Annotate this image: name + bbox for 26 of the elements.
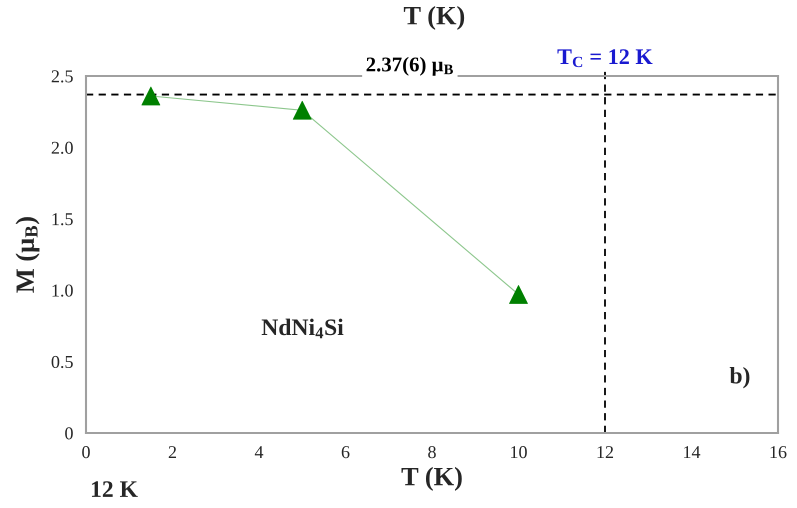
y-tick-label: 1.0 [52, 284, 73, 297]
x-tick-label: 10 [511, 446, 527, 458]
annotation: b) [730, 366, 750, 388]
point [509, 285, 528, 304]
x-axis-title: T (K) [401, 466, 462, 491]
x-tick-label: 16 [770, 446, 786, 458]
annotation: NdNi$_{4}$Si [262, 318, 344, 338]
ref-line-label: T$_{C}$ = 12 K [557, 49, 653, 68]
chart-title: T (K) [404, 6, 464, 30]
point [141, 86, 160, 106]
point [292, 100, 312, 120]
y-tick-label: 0 [65, 427, 73, 440]
x-tick-label: 12 [598, 446, 614, 458]
text: 12 K [92, 481, 138, 497]
x-tick-label: 8 [428, 446, 436, 458]
x-tick-label: 14 [684, 446, 700, 458]
y-tick-label: 2.5 [52, 70, 73, 83]
x-tick-label: 2 [168, 446, 176, 458]
y-tick-label: 0.5 [52, 356, 73, 368]
x-tick-label: 4 [254, 446, 264, 458]
y-tick-label: 2.0 [52, 142, 73, 154]
y-axis-title: M (μ$_{B}$) [16, 217, 40, 293]
x-tick-label: 6 [342, 446, 350, 458]
x-tick-label: 0 [82, 446, 90, 458]
y-tick-label: 1.5 [52, 213, 73, 226]
ref-line-label: 2.37(6) μ$_{B}$ [366, 56, 453, 76]
